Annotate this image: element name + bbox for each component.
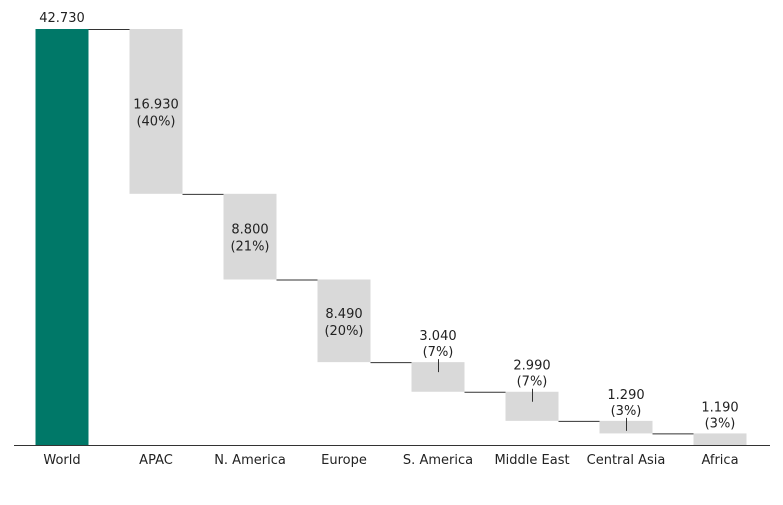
share-label: (3%) [611,404,642,419]
bar-step [223,193,277,280]
category-label: S. America [403,453,473,468]
category-label: Middle East [494,453,569,468]
share-label: (21%) [230,240,269,255]
value-label: 8.490 [325,307,362,322]
category-label: N. America [214,453,286,468]
value-label: 2.990 [513,359,550,374]
bar-step [129,29,183,194]
share-label: (3%) [705,416,736,431]
value-label-world: 42.730 [39,11,85,26]
share-label: (20%) [324,324,363,339]
value-label: 16.930 [133,97,179,112]
value-label: 8.800 [231,223,268,238]
value-label: 3.040 [419,329,456,344]
category-label: APAC [139,453,173,468]
value-label: 1.290 [607,388,644,403]
share-label: (7%) [517,375,548,390]
share-label: (40%) [136,114,175,129]
bar-step [693,433,747,445]
bar-step [317,279,371,363]
category-label: Europe [321,453,367,468]
bar-total-world [35,29,89,445]
category-label: Africa [701,453,738,468]
share-label: (7%) [423,345,454,360]
value-label: 1.190 [701,400,738,415]
category-label: Central Asia [587,453,666,468]
category-label-world: World [43,453,80,468]
